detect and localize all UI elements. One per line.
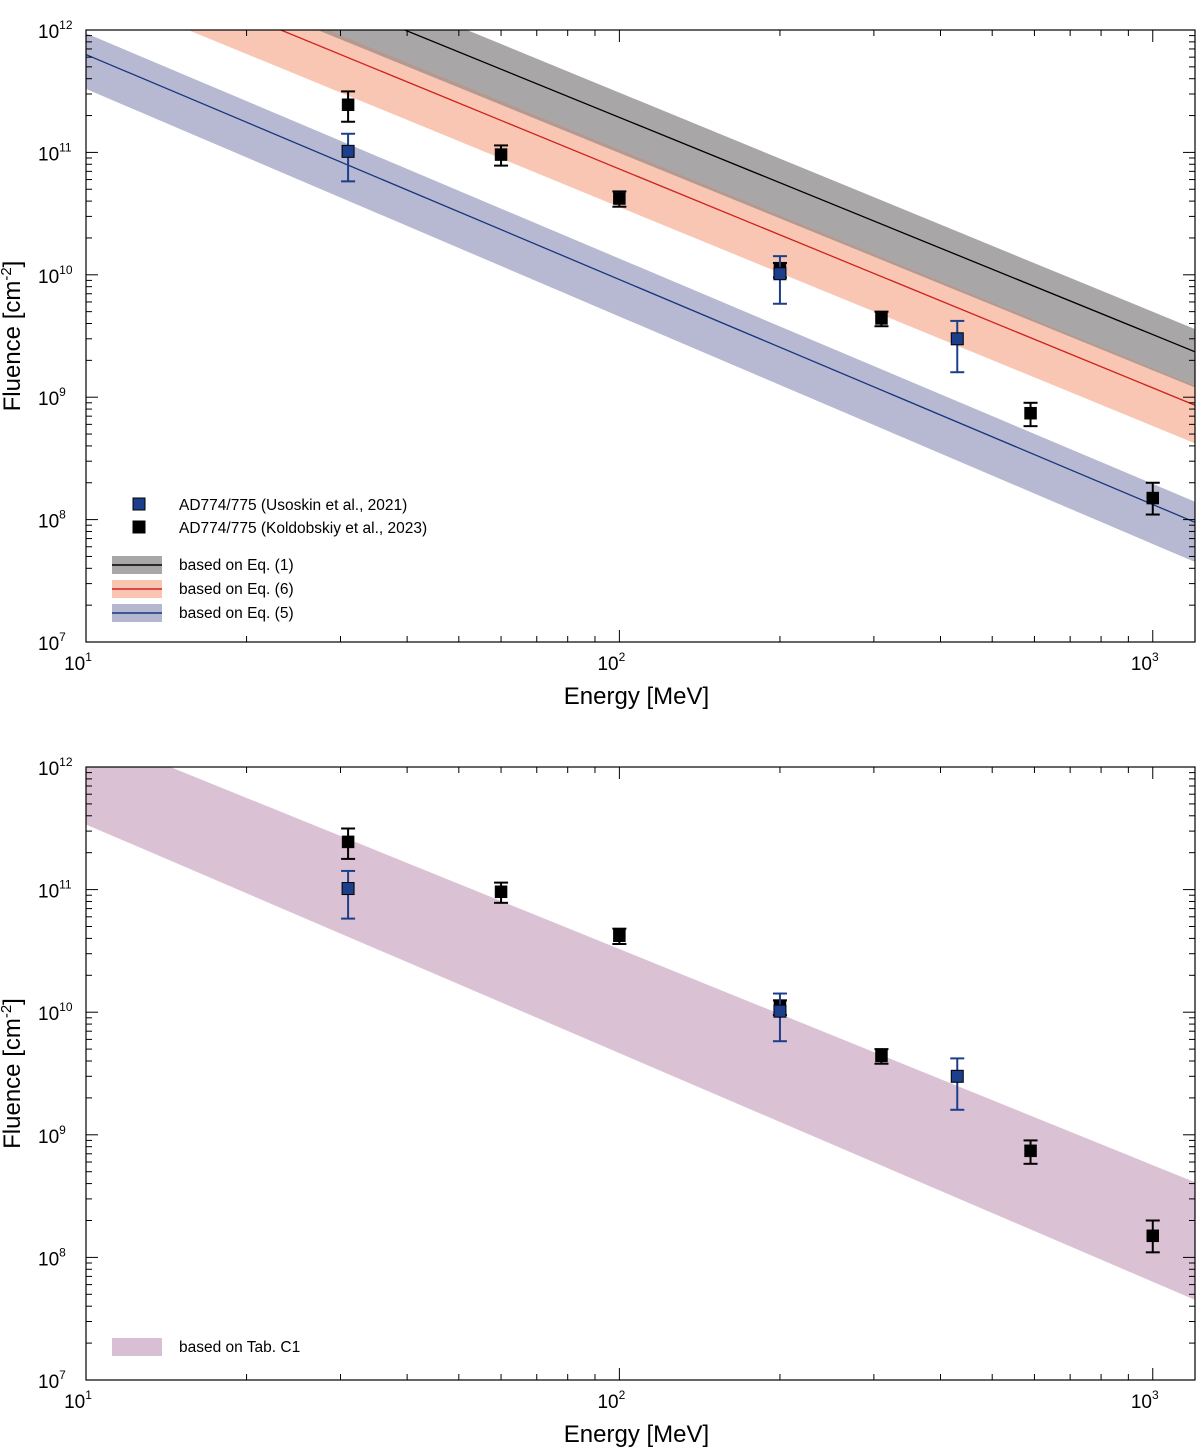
- data-point: [773, 1004, 787, 1018]
- band-1: [188, 30, 1195, 444]
- y-tick-label: 107: [38, 630, 66, 655]
- errorbar: [950, 319, 965, 374]
- x-axis-title: Energy [MeV]: [564, 1421, 709, 1448]
- legend-label: AD774/775 (Usoskin et al., 2021): [179, 497, 407, 514]
- data-point: [613, 929, 626, 943]
- y-tick-label: 1011: [38, 140, 72, 165]
- y-tick-label: 108: [38, 508, 66, 533]
- y-axis-title: Fluence [cm-2]: [0, 998, 26, 1149]
- data-point: [494, 148, 508, 161]
- x-tick-label: 103: [1131, 1388, 1159, 1413]
- y-tick-label: 108: [38, 1245, 66, 1270]
- legend-label: based on Eq. (5): [179, 605, 294, 622]
- axes-frame: [85, 766, 1196, 1381]
- y-tick-label: 1010: [38, 1000, 73, 1025]
- data-point: [613, 192, 626, 205]
- legend-label: based on Eq. (1): [179, 557, 294, 574]
- y-tick-label: 1011: [38, 878, 72, 903]
- data-point: [773, 267, 787, 281]
- data-point: [341, 835, 355, 849]
- legend-swatch: [112, 1338, 162, 1356]
- x-tick-label: 102: [597, 1388, 625, 1413]
- data-point: [1024, 406, 1037, 420]
- data-point: [950, 1069, 964, 1083]
- y-axis-title: Fluence [cm-2]: [0, 261, 26, 412]
- data-point: [494, 885, 508, 899]
- errorbar: [950, 1057, 965, 1111]
- data-point: [341, 98, 355, 112]
- band-0: [86, 767, 1195, 1300]
- data-point: [875, 312, 888, 325]
- y-tick-label: 109: [38, 385, 66, 410]
- y-tick-label: 107: [38, 1368, 66, 1393]
- data-point: [1024, 1144, 1037, 1158]
- data-point: [875, 1049, 888, 1063]
- legend-marker: [132, 520, 146, 534]
- x-tick-label: 101: [64, 650, 92, 675]
- x-tick-label: 102: [597, 650, 625, 675]
- axes-frame: [85, 29, 1196, 643]
- legend-label: based on Tab. C1: [179, 1339, 300, 1356]
- x-tick-label: 101: [64, 1388, 92, 1413]
- legend: based on Tab. C1: [112, 1338, 300, 1356]
- legend-marker: [132, 497, 146, 511]
- data-point: [341, 144, 355, 158]
- y-tick-label: 109: [38, 1123, 66, 1148]
- y-tick-label: 1010: [38, 263, 73, 288]
- data-point: [1146, 1229, 1160, 1243]
- data-point: [341, 882, 355, 896]
- data-point: [1146, 491, 1160, 505]
- band-line-0: [403, 30, 1195, 353]
- band-line-1: [279, 30, 1195, 406]
- x-axis-title: Energy [MeV]: [564, 683, 709, 710]
- data-point: [950, 332, 964, 346]
- y-tick-label: 1012: [38, 18, 73, 43]
- legend-label: based on Eq. (6): [179, 581, 294, 598]
- band-2: [86, 33, 1195, 563]
- legend-label: AD774/775 (Koldobskiy et al., 2023): [179, 520, 427, 537]
- plot-area: [86, 30, 1195, 563]
- top-panel: 101 102 103 107 108 109 1010 1011 1012 Energy [Me…: [0, 18, 1196, 710]
- band-overlap: [86, 30, 1195, 388]
- plot-area: [86, 767, 1195, 1300]
- band-line-2: [86, 53, 1195, 523]
- x-tick-label: 103: [1131, 650, 1159, 675]
- bottom-panel: 101 102 103 107 108 109 1010 1011 1012 Energy [Me…: [0, 755, 1196, 1448]
- legend: AD774/775 (Usoskin et al., 2021) AD774/77…: [112, 497, 427, 622]
- y-tick-label: 1012: [38, 755, 73, 780]
